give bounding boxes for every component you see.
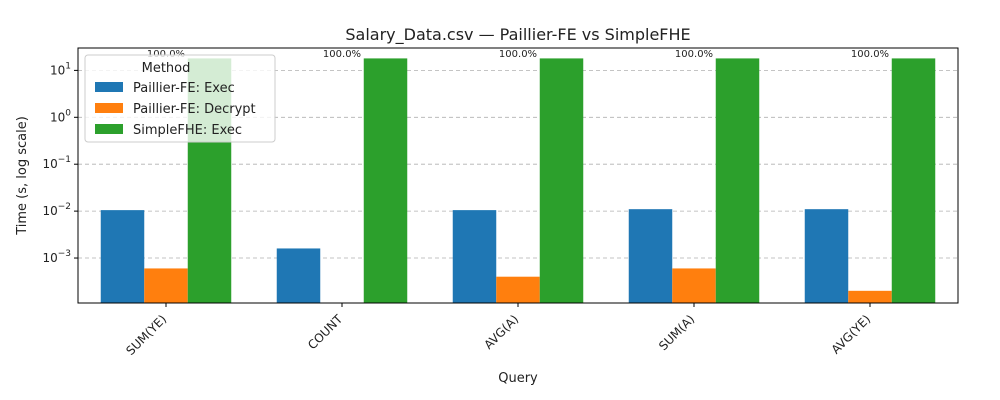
chart-title: Salary_Data.csv — Paillier-FE vs SimpleF…: [345, 25, 690, 45]
bar: [144, 268, 188, 303]
bar: [452, 210, 497, 303]
bar: [363, 58, 408, 303]
x-tick-label: AVG(YE): [829, 312, 874, 357]
bar: [804, 209, 849, 303]
legend-label: SimpleFHE: Exec: [133, 123, 242, 138]
x-tick-label: COUNT: [305, 312, 346, 353]
bar: [848, 290, 892, 303]
bars-layer: [100, 58, 936, 303]
legend-box: [84, 54, 276, 143]
bar: [539, 58, 584, 303]
y-tick-exponent: 1: [65, 61, 71, 71]
x-tick-label: AVG(A): [481, 312, 521, 352]
y-tick-exponent: 0: [65, 108, 71, 118]
x-tick-label: SUM(A): [656, 312, 697, 353]
y-tick-base: 10: [50, 110, 65, 124]
legend-title: Method: [142, 61, 191, 76]
y-tick-label: 101: [50, 61, 71, 77]
data-label: 100.0%: [499, 49, 537, 60]
y-axis-label: Time (s, log scale): [15, 116, 30, 236]
bar: [100, 210, 145, 303]
legend-label: Paillier-FE: Exec: [133, 81, 235, 96]
y-tick-label: 100: [50, 108, 71, 124]
y-tick-exponent: −2: [58, 202, 71, 212]
y-tick-label: 10−1: [42, 155, 71, 171]
data-label: 100.0%: [675, 49, 713, 60]
x-axis-label: Query: [498, 371, 538, 386]
y-tick-label: 10−2: [42, 202, 71, 218]
bar: [276, 248, 321, 303]
bar: [672, 268, 716, 303]
bar: [628, 209, 673, 303]
data-label: 100.0%: [323, 49, 361, 60]
legend-items: Paillier-FE: Exec Paillier-FE: Decrypt Sim…: [95, 81, 256, 138]
x-tick-label: SUM(YE): [123, 312, 169, 358]
bar: [496, 276, 540, 303]
y-tick-base: 10: [42, 204, 57, 218]
legend-swatch: [95, 82, 123, 92]
x-ticks: SUM(YE) COUNT AVG(A) SUM(A) AVG(YE): [123, 303, 873, 358]
y-tick-exponent: −1: [58, 155, 71, 165]
y-tick-label: 10−3: [42, 249, 71, 265]
y-tick-base: 10: [42, 157, 57, 171]
legend: Method Paillier-FE: Exec Paillier-FE: Dec…: [84, 54, 276, 143]
data-label: 100.0%: [851, 49, 889, 60]
y-tick-exponent: −3: [58, 249, 71, 259]
legend-swatch: [95, 103, 123, 113]
y-tick-base: 10: [42, 251, 57, 265]
y-tick-base: 10: [50, 63, 65, 77]
legend-swatch: [95, 124, 123, 134]
bar: [891, 58, 936, 303]
legend-label: Paillier-FE: Decrypt: [133, 102, 256, 117]
bar: [715, 58, 760, 303]
